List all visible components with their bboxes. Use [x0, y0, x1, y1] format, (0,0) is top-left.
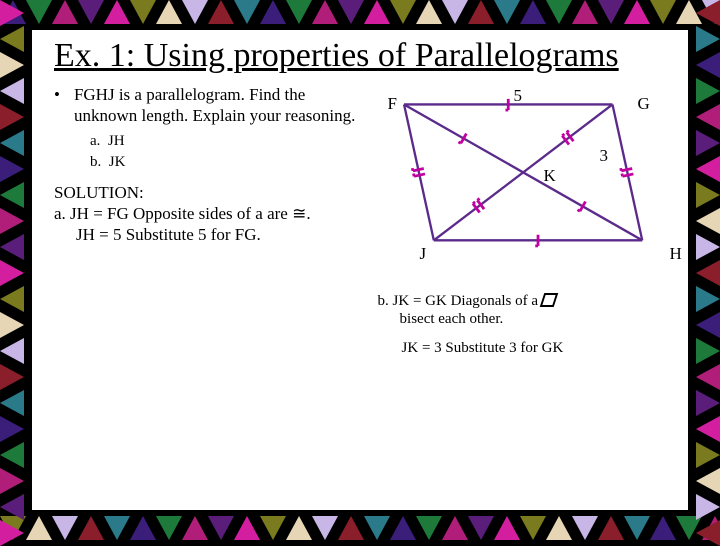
- vertex-label-f: F: [388, 94, 397, 114]
- slide-title: Ex. 1: Using properties of Parallelogram…: [54, 38, 666, 74]
- edge-label-gk: 3: [600, 146, 609, 166]
- subproblem-a: a. JH: [90, 132, 366, 151]
- solution-line-b-sub: JK = 3 Substitute 3 for GK: [402, 339, 666, 358]
- subproblem-b: b. JK: [90, 153, 366, 172]
- parallelogram-icon: [540, 293, 559, 307]
- left-column: • FGHJ is a parallelogram. Find the unkn…: [54, 84, 366, 358]
- vertex-label-h: H: [670, 244, 682, 264]
- solution-line-a: a. JH = FG Opposite sides of a are ≅.: [54, 203, 366, 224]
- bullet-dot: •: [54, 84, 60, 127]
- problem-text: FGHJ is a parallelogram. Find the unknow…: [74, 84, 366, 127]
- solution-line-b: b. JK = GK Diagonals of a: [378, 292, 666, 311]
- solution-line-a-sub: JH = 5 Substitute 5 for FG.: [76, 224, 366, 245]
- edge-label-fg: 5: [514, 86, 523, 106]
- vertex-label-k: K: [544, 166, 556, 186]
- solution-heading: SOLUTION:: [54, 182, 366, 203]
- vertex-label-j: J: [420, 244, 427, 264]
- parallelogram-diagram: F G H J K 5 3: [378, 84, 666, 284]
- solution-line-b-suffix: bisect each other.: [400, 310, 666, 329]
- right-column: F G H J K 5 3 b. JK = GK Diagonals of a …: [378, 84, 666, 358]
- vertex-label-g: G: [638, 94, 650, 114]
